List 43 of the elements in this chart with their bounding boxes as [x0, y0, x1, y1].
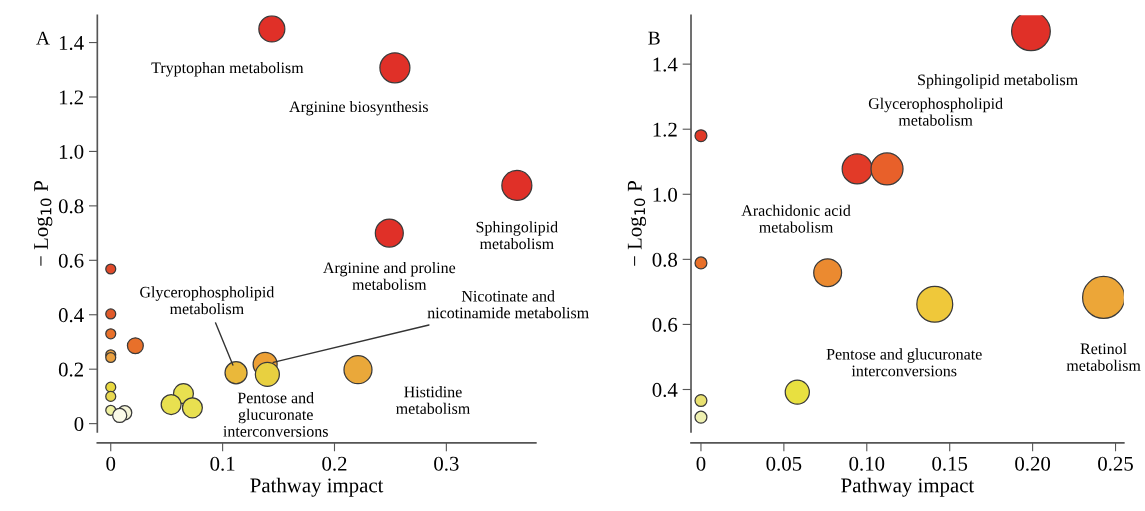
- annotation: Sphingolipid metabolism: [476, 221, 558, 250]
- y-tick-label: 0.2: [58, 362, 83, 377]
- annotation: Histidine metabolism: [396, 386, 470, 415]
- annotation: Arginine biosynthesis: [289, 100, 428, 116]
- annotation: Nicotinate and nicotinamide metabolism: [427, 290, 589, 319]
- y-tick-label: 1.4: [59, 36, 84, 51]
- y-axis-title: − Log$_{10}$ P: [34, 181, 53, 266]
- y-tick-label: 0.6: [652, 317, 678, 332]
- text: B: [648, 31, 660, 45]
- x-tick-label: 0: [696, 456, 706, 471]
- y-tick-label: 0.4: [652, 382, 678, 398]
- x-tick-label: 0.05: [766, 456, 802, 471]
- x-tick-label: 0.25: [1098, 456, 1133, 471]
- x-axis-title: Pathway impact: [250, 477, 384, 497]
- annotation: Pentose and glucuronate interconversions: [826, 348, 982, 377]
- y-tick-label: 0.8: [58, 199, 84, 214]
- annotation: Arginine and proline metabolism: [323, 261, 456, 290]
- annotation: Glycerophospholipid metabolism: [140, 286, 275, 315]
- annotation: Glycerophospholipid metabolism: [868, 97, 1003, 126]
- y-axis-title: − Log$_{10}$ P: [627, 181, 647, 266]
- y-tick-label: 1.0: [59, 144, 84, 159]
- y-tick-label: 1.4: [653, 57, 678, 72]
- x-tick-label: 0.15: [932, 456, 968, 471]
- text: A: [36, 31, 50, 45]
- y-tick-label: 0: [74, 417, 84, 432]
- x-tick-label: 0.20: [1015, 456, 1051, 471]
- x-axis-title: Pathway impact: [841, 477, 975, 497]
- annotation: Pentose and glucuronate interconversions: [223, 392, 328, 437]
- y-tick-label: 0.6: [58, 253, 84, 268]
- x-tick-label: 0.2: [322, 456, 347, 471]
- y-tick-label: 0.8: [652, 252, 678, 267]
- x-tick-label: 0.1: [210, 456, 235, 471]
- annotation: Tryptophan metabolism: [151, 61, 304, 77]
- annotation: Retinol metabolism: [1066, 342, 1141, 371]
- annotation: Arachidonic acid metabolism: [741, 204, 851, 233]
- x-tick-label: 0: [106, 456, 116, 471]
- x-tick-label: 0.10: [849, 456, 885, 471]
- y-tick-label: 1.0: [653, 187, 678, 202]
- x-tick-label: 0.3: [434, 456, 459, 471]
- annotation: Sphingolipid metabolism: [918, 74, 1078, 89]
- y-tick-label: 1.2: [59, 90, 83, 105]
- y-tick-label: 0.4: [58, 308, 84, 323]
- y-tick-label: 1.2: [653, 122, 677, 137]
